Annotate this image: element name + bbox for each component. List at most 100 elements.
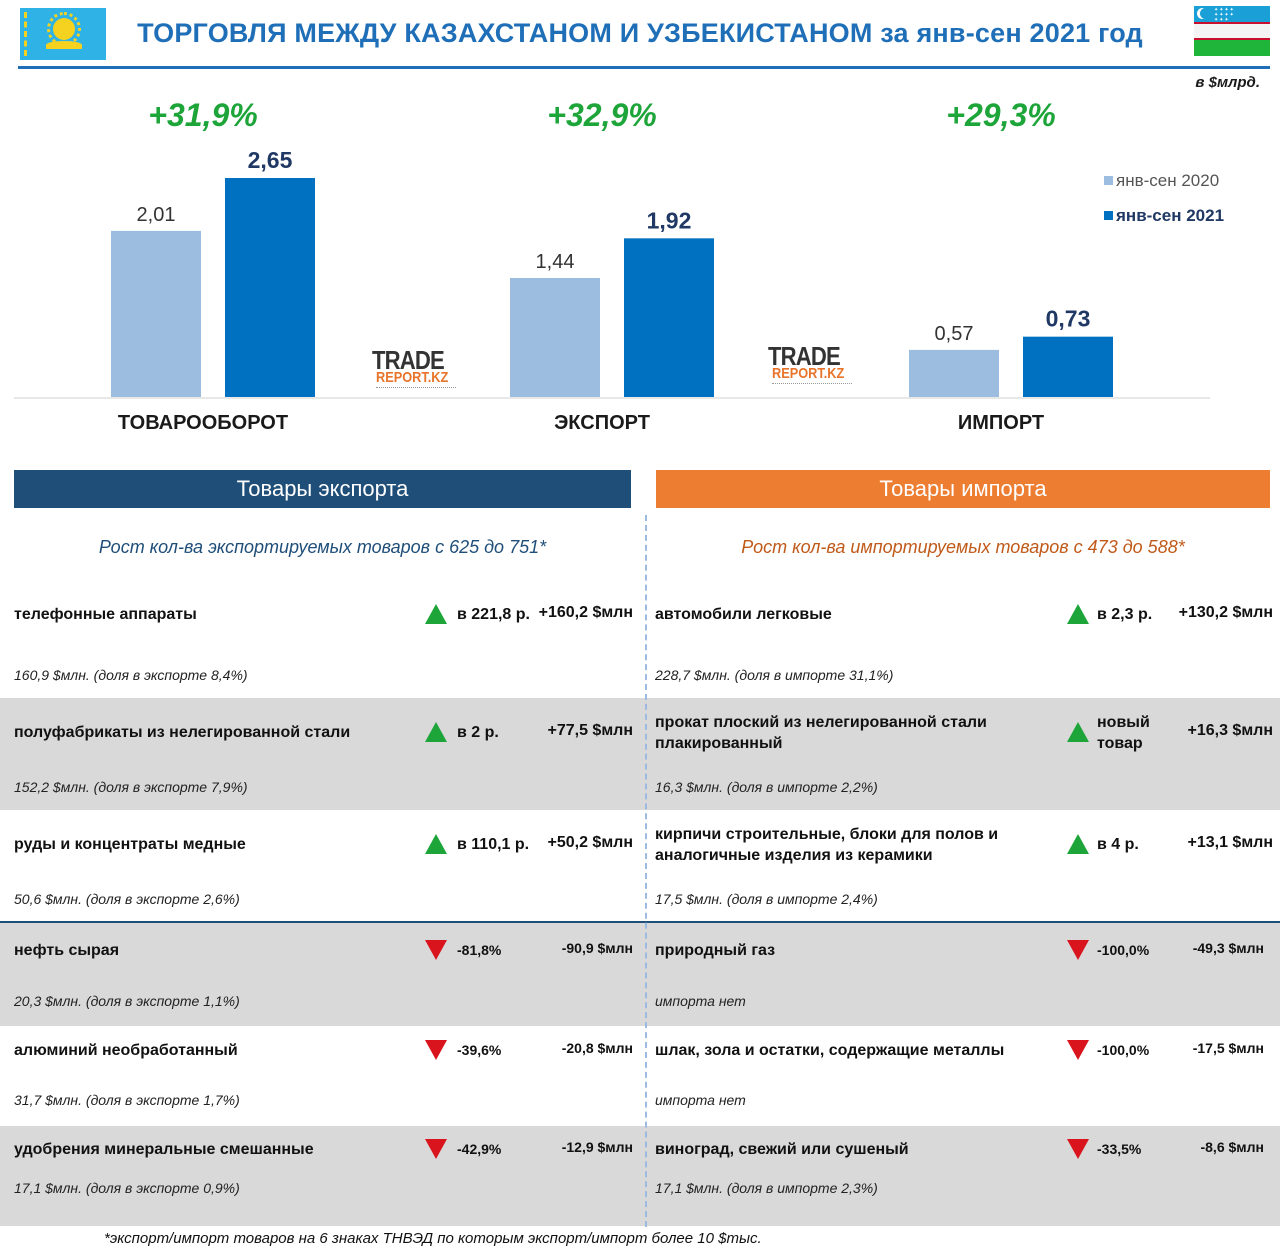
trend-up-icon (425, 834, 447, 854)
header: ТОРГОВЛЯ МЕЖДУ КАЗАХСТАНОМ И УЗБЕКИСТАНО… (0, 0, 1280, 70)
import-item-share: 17,5 $млн. (доля в импорте 2,4%) (655, 891, 878, 907)
import-item-change-ratio: -100,0% (1097, 942, 1150, 958)
export-item-name: полуфабрикаты из нелегированной стали (14, 724, 351, 741)
bar-prev-0 (111, 230, 201, 397)
export-item-change-value: -90,9 $млн (561, 940, 633, 956)
import-item-change-value: +13,1 $млн (1187, 834, 1274, 851)
header-divider (18, 66, 1270, 69)
trend-down-icon (1067, 1139, 1089, 1159)
import-subtitle: Рост кол-ва импортируемых товаров с 473 … (741, 537, 1185, 557)
import-item-change-ratio: в 4 р. (1097, 836, 1139, 853)
bar-curr-1 (624, 238, 714, 397)
import-item-name: виноград, свежий или сушеный (655, 1141, 909, 1158)
export-item-share: 17,1 $млн. (доля в экспорте 0,9%) (14, 1180, 240, 1196)
bar-value-label-1-1: 1,92 (647, 207, 692, 233)
category-label-2: ИМПОРТ (958, 412, 1044, 434)
export-item-change-value: -20,8 $млн (561, 1040, 633, 1056)
trend-down-icon (425, 1139, 447, 1159)
import-item-share: 16,3 $млн. (доля в импорте 2,2%) (655, 779, 878, 795)
import-item-change-value: +130,2 $млн (1178, 604, 1273, 621)
growth-decline-separator (0, 921, 1280, 923)
bar-value-label-0-0: 2,01 (137, 204, 176, 226)
export-subtitle: Рост кол-ва экспортируемых товаров с 625… (98, 537, 547, 557)
export-section-header: Товары экспорта (14, 470, 631, 508)
export-item-change-ratio: в 221,8 р. (457, 606, 530, 623)
export-item-name: удобрения минеральные смешанные (14, 1141, 314, 1158)
bar-curr-0 (225, 178, 315, 397)
import-item-name: автомобили легковые (655, 606, 832, 623)
trade-report-logo-1: TRADE REPORT.KZ (372, 345, 472, 395)
export-item-share: 20,3 $млн. (доля в экспорте 1,1%) (14, 993, 240, 1009)
import-item-name: шлак, зола и остатки, содержащие металлы (655, 1042, 1005, 1059)
trend-down-icon (425, 1040, 447, 1060)
table-row: алюминий необработанный 31,7 $млн. (доля … (0, 1026, 1280, 1126)
category-label-0: ТОВАРООБОРОТ (118, 412, 288, 434)
export-item-name: телефонные аппараты (14, 606, 197, 623)
trend-up-icon (1067, 604, 1089, 624)
export-item-share: 160,9 $млн. (доля в экспорте 8,4%) (14, 667, 248, 683)
export-item-change-value: +50,2 $млн (547, 834, 634, 851)
import-item-change-ratio: -100,0% (1097, 1042, 1150, 1058)
legend-swatch-0 (1104, 176, 1113, 185)
import-section-header: Товары импорта (656, 470, 1270, 508)
import-item-change-value: -49,3 $млн (1192, 940, 1264, 956)
export-item-change-value: +160,2 $млн (538, 604, 633, 621)
column-divider (645, 515, 647, 1227)
import-item-change-value: +16,3 $млн (1187, 722, 1274, 739)
export-item-change-ratio: -42,9% (457, 1141, 502, 1157)
bar-prev-1 (510, 277, 600, 397)
export-item-share: 152,2 $млн. (доля в экспорте 7,9%) (14, 779, 248, 795)
export-item-change-value: +77,5 $млн (547, 722, 634, 739)
footnote: *экспорт/импорт товаров на 6 знаках ТНВЭ… (104, 1230, 762, 1247)
legend-label-0: янв-сен 2020 (1116, 171, 1219, 190)
kazakhstan-flag-icon (20, 8, 106, 60)
import-item-change-ratio: в 2,3 р. (1097, 606, 1153, 623)
import-item-share: импорта нет (655, 993, 746, 1009)
import-item-share: импорта нет (655, 1092, 746, 1108)
page-title: ТОРГОВЛЯ МЕЖДУ КАЗАХСТАНОМ И УЗБЕКИСТАНО… (137, 18, 1143, 48)
table-row: полуфабрикаты из нелегированной стали 152… (0, 698, 1280, 810)
export-item-change-ratio: -39,6% (457, 1042, 502, 1058)
trade-bar-chart: 2,01 2,65 +31,9% ТОВАРООБОРОТ 1,44 1,92 +32,9%… (14, 97, 1224, 434)
bar-value-label-0-2: 0,57 (935, 323, 974, 345)
export-item-change-ratio: в 2 р. (457, 724, 499, 741)
trend-down-icon (425, 940, 447, 960)
import-item-name: прокат плоский из нелегированной стали п… (655, 714, 987, 752)
bar-curr-2 (1023, 336, 1113, 397)
bar-value-label-1-2: 0,73 (1046, 306, 1091, 332)
export-item-name: руды и концентраты медные (14, 836, 246, 853)
table-row: нефть сырая 20,3 $млн. (доля в экспорте 1… (0, 922, 1280, 1026)
export-item-share: 31,7 $млн. (доля в экспорте 1,7%) (14, 1092, 240, 1108)
bar-prev-2 (909, 349, 999, 397)
legend-swatch-1 (1104, 211, 1113, 220)
trend-up-icon (1067, 722, 1089, 742)
trend-up-icon (425, 722, 447, 742)
legend-label-1: янв-сен 2021 (1115, 206, 1224, 225)
growth-label-0: +31,9% (148, 97, 257, 133)
bar-value-label-0-1: 1,44 (536, 251, 575, 273)
export-item-change-value: -12,9 $млн (561, 1139, 633, 1155)
table-row: руды и концентраты медные 50,6 $млн. (дол… (0, 810, 1280, 922)
trend-down-icon (1067, 940, 1089, 960)
import-item-share: 228,7 $млн. (доля в импорте 31,1%) (655, 667, 894, 683)
export-item-name: нефть сырая (14, 942, 120, 959)
export-item-share: 50,6 $млн. (доля в экспорте 2,6%) (14, 891, 240, 907)
table-row: телефонные аппараты 160,9 $млн. (доля в э… (0, 588, 1280, 698)
bar-value-label-1-0: 2,65 (248, 147, 293, 173)
export-item-change-ratio: -81,8% (457, 942, 502, 958)
import-item-change-value: -17,5 $млн (1192, 1040, 1264, 1056)
trend-up-icon (425, 604, 447, 624)
import-item-change-ratio: -33,5% (1097, 1141, 1142, 1157)
import-item-name: природный газ (655, 942, 776, 959)
trend-up-icon (1067, 834, 1089, 854)
import-item-share: 17,1 $млн. (доля в импорте 2,3%) (655, 1180, 878, 1196)
category-label-1: ЭКСПОРТ (554, 412, 650, 434)
export-item-name: алюминий необработанный (14, 1042, 238, 1059)
unit-note: в $млрд. (1195, 74, 1260, 91)
import-item-change-value: -8,6 $млн (1200, 1139, 1264, 1155)
table-row: удобрения минеральные смешанные 17,1 $млн… (0, 1126, 1280, 1226)
growth-label-2: +29,3% (946, 97, 1055, 133)
import-item-change-ratio: новый товар (1097, 714, 1150, 752)
export-item-change-ratio: в 110,1 р. (457, 836, 530, 853)
growth-label-1: +32,9% (547, 97, 656, 133)
